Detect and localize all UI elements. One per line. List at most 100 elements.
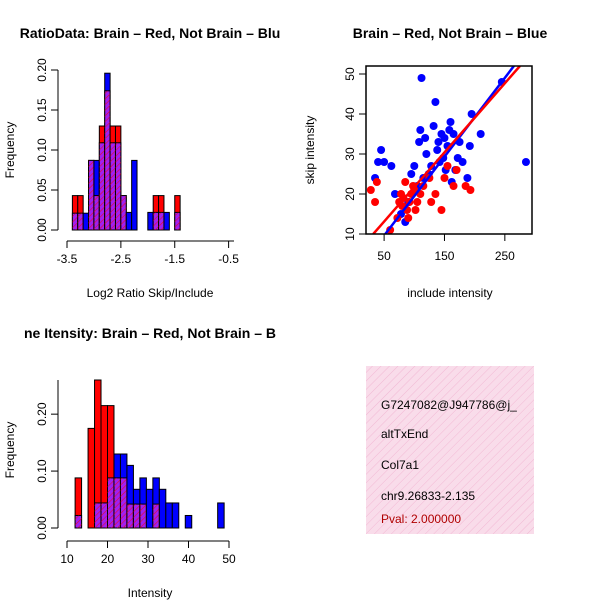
intensity-histogram-xtick-label: 10 (60, 552, 74, 566)
intensity-histogram-overlap-hatch (75, 515, 82, 528)
scatter-point-blue (433, 146, 442, 154)
scatter-point-blue (463, 174, 472, 182)
intensity-histogram-title: ne Itensity: Brain – Red, Not Brain – B (24, 325, 276, 341)
scatter-point-blue (431, 98, 440, 106)
scatter-point-blue (465, 142, 474, 150)
ratio-histogram-overlap-hatch (174, 212, 181, 230)
ratio-histogram-overlap-hatch (93, 195, 100, 230)
scatter-point-red (449, 182, 458, 190)
intensity-histogram-ytick-label: 0.10 (35, 459, 49, 483)
intensity-histogram-overlap-hatch (152, 504, 160, 528)
intensity-histogram-overlap-hatch (120, 477, 127, 528)
scatter-fit-lines (372, 66, 521, 234)
scatter-ytick-label: 40 (343, 107, 357, 121)
ratio-histogram-bar (82, 212, 90, 231)
intensity-histogram-overlap-hatch (101, 502, 108, 528)
info-pval: Pval: 2.000000 (381, 512, 461, 526)
intensity-histogram-bar (184, 514, 193, 529)
info-event-type: altTxEnd (381, 427, 428, 441)
ratio-histogram-overlap-hatch (99, 142, 105, 230)
scatter-point-blue (417, 74, 426, 82)
intensity-histogram-xtick-label: 50 (222, 552, 236, 566)
intensity-histogram-ylabel: Frequency (3, 422, 17, 479)
ratio-histogram-overlap-hatch (110, 142, 116, 230)
ratio-histogram-overlap-hatch (158, 212, 164, 230)
scatter-fit-line-blue (384, 66, 515, 234)
scatter-ytick-label: 50 (343, 67, 357, 81)
info-box: G7247082@J947786@j_ altTxEnd Col7a1 chr9… (366, 366, 534, 534)
scatter-point-red (413, 198, 422, 206)
ratio-histogram-bar (125, 211, 133, 231)
ratio-histogram-ytick-label: 0.20 (35, 58, 49, 82)
scatter-point-red (466, 186, 475, 194)
ratio-histogram-title: RatioData: Brain – Red, Not Brain – Blu (20, 25, 281, 41)
scatter-point-blue (374, 158, 383, 166)
intensity-histogram-xtick-label: 20 (101, 552, 115, 566)
ratio-histogram-ticks: -3.5 -2.5 -1.5 -0.5 0.00 0.05 0.10 0.15 0.20 (35, 58, 239, 266)
scatter-point-blue (380, 158, 389, 166)
ratio-histogram-overlap-hatch (120, 195, 127, 230)
intensity-histogram-bar (217, 502, 225, 529)
scatter-point-blue (476, 130, 485, 138)
intensity-histogram-panel: ne Itensity: Brain – Red, Not Brain – B … (3, 325, 276, 600)
scatter-point-red (443, 162, 452, 170)
scatter-point-red (404, 214, 413, 222)
ratio-histogram-bar (131, 159, 138, 231)
scatter-point-blue (458, 158, 467, 166)
info-gene-name: Col7a1 (381, 458, 419, 472)
scatter-plot-frame (365, 65, 533, 235)
intensity-histogram-ytick-label: 0.00 (35, 516, 49, 540)
scatter-point-red (452, 166, 461, 174)
intensity-histogram-bar (158, 488, 167, 529)
intensity-histogram-bar (165, 502, 173, 529)
scatter-ylabel: skip intensity (303, 116, 317, 185)
info-box-hatch (366, 366, 534, 534)
info-event-id: G7247082@J947786@j_ (381, 398, 517, 412)
scatter-point-red (401, 178, 410, 186)
scatter-point-blue (434, 138, 443, 146)
ratio-histogram-ytick-label: 0.10 (35, 138, 49, 162)
scatter-point-blue (377, 146, 386, 154)
scatter-xtick-label: 250 (495, 249, 515, 263)
scatter-fit-line-red (372, 66, 521, 234)
scatter-point-blue (429, 122, 438, 130)
ratio-histogram-bar (163, 211, 170, 231)
info-locus: chr9.26833-2.135 (381, 489, 475, 503)
intensity-histogram-bars (74, 379, 225, 529)
ratio-histogram-xtick-label: -3.5 (57, 252, 78, 266)
ratio-histogram-ytick-label: 0.05 (35, 178, 49, 202)
intensity-histogram-overlap-hatch (107, 477, 114, 528)
intensity-histogram-xlabel: Intensity (128, 586, 173, 600)
intensity-histogram-overlap-hatch (113, 477, 121, 528)
intensity-histogram-bar (171, 502, 180, 529)
scatter-point-blue (421, 134, 430, 142)
scatter-point-blue (387, 162, 396, 170)
ratio-histogram-xlabel: Log2 Ratio Skip/Include (87, 286, 214, 300)
scatter-xtick-label: 150 (434, 249, 454, 263)
ratio-histogram-overlap-hatch (72, 213, 78, 230)
intensity-histogram-overlap-hatch (126, 504, 134, 528)
scatter-point-blue (390, 190, 399, 198)
ratio-histogram-panel: RatioData: Brain – Red, Not Brain – Blu … (3, 25, 280, 300)
scatter-point-blue (422, 150, 431, 158)
scatter-panel: Brain – Red, Not Brain – Blue 50 150 250 10… (303, 25, 547, 300)
scatter-point-red (437, 206, 446, 214)
ratio-histogram-bars (71, 72, 181, 231)
intensity-histogram-xtick-label: 40 (182, 552, 196, 566)
intensity-histogram-ytick-label: 0.20 (35, 402, 49, 426)
scatter-ytick-label: 10 (343, 227, 357, 241)
ratio-histogram-overlap-hatch (77, 213, 84, 230)
intensity-histogram-xtick-label: 30 (141, 552, 155, 566)
ratio-histogram-xtick-label: -1.5 (164, 252, 185, 266)
scatter-points (366, 74, 530, 234)
scatter-point-red (411, 206, 420, 214)
ratio-histogram-xtick-label: -2.5 (111, 252, 132, 266)
ratio-histogram-overlap-hatch (153, 212, 159, 230)
ratio-histogram-xtick-label: -0.5 (218, 252, 239, 266)
scatter-ytick-label: 20 (343, 187, 357, 201)
intensity-histogram-ticks: 10 20 30 40 50 0.00 0.10 0.20 (35, 402, 236, 566)
intensity-histogram-bar (145, 488, 154, 529)
scatter-xlabel: include intensity (407, 286, 492, 300)
scatter-point-red (372, 178, 381, 186)
